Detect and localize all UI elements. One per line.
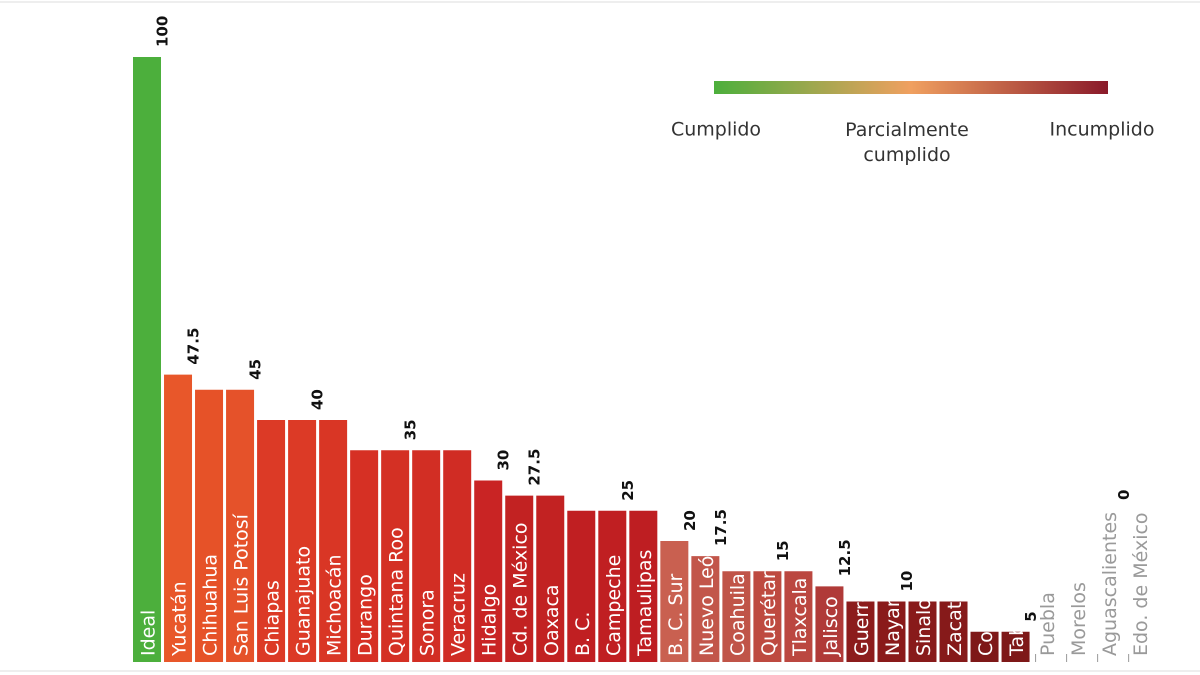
bar <box>133 57 161 662</box>
bar <box>846 601 875 662</box>
bar <box>908 601 937 662</box>
data-label: 10 <box>898 571 916 592</box>
category-label: Colima <box>975 590 997 656</box>
category-label: B. C. <box>572 612 594 656</box>
bar <box>505 495 534 662</box>
category-label: Guanajuato <box>293 546 315 656</box>
category-label: Sonora <box>417 589 439 656</box>
category-label: Nuevo León <box>696 544 718 656</box>
legend-gradient <box>714 81 1108 94</box>
data-label: 20 <box>681 510 699 531</box>
bar <box>629 510 658 662</box>
category-label: Tamaulipas <box>634 550 656 657</box>
bar <box>226 389 255 662</box>
data-label: 25 <box>619 480 637 501</box>
bar <box>722 571 751 662</box>
category-label: Durango <box>355 574 377 656</box>
bar <box>319 420 348 662</box>
data-label: 15 <box>774 540 792 561</box>
bar <box>195 389 224 662</box>
data-label: 100 <box>154 16 172 47</box>
data-label: 0 <box>1115 490 1133 500</box>
bar <box>443 450 472 662</box>
bar <box>164 374 193 662</box>
category-label: Cd. de México <box>510 522 532 656</box>
data-label: 45 <box>247 359 265 380</box>
bar <box>381 450 410 662</box>
bar <box>536 495 565 662</box>
category-label: B. C. Sur <box>665 573 687 656</box>
category-label: Morelos <box>1068 582 1090 656</box>
bar <box>598 510 627 662</box>
data-label: 12.5 <box>836 539 854 576</box>
category-label: Chihuahua <box>200 554 222 656</box>
data-label: 47.5 <box>185 328 203 365</box>
category-label: Coahuila <box>727 573 749 656</box>
category-label: San Luis Potosí <box>231 513 253 656</box>
category-label: Veracruz <box>448 573 470 656</box>
category-label: Sinaloa <box>913 586 935 656</box>
category-label: Tlaxcala <box>789 578 811 657</box>
category-label: Tabasco <box>1006 580 1028 657</box>
data-label: 5 <box>1022 611 1040 621</box>
category-label: Quintana Roo <box>386 527 408 656</box>
data-label: 27.5 <box>526 449 544 486</box>
category-label: Jalisco <box>820 596 842 657</box>
data-label: 17.5 <box>712 509 730 546</box>
category-label: Nayarit <box>882 587 904 656</box>
category-label: Campeche <box>603 555 625 656</box>
category-label: Yucatán <box>169 581 191 657</box>
bar <box>939 601 968 662</box>
category-label: Chiapas <box>262 580 284 656</box>
category-label: Michoacán <box>324 554 346 656</box>
data-label: 35 <box>402 419 420 440</box>
bar <box>567 510 596 662</box>
bar <box>288 420 317 662</box>
bar <box>412 450 441 662</box>
data-label: 40 <box>309 389 327 410</box>
bar <box>970 631 999 662</box>
category-label: Aguascalientes <box>1099 512 1121 656</box>
bar <box>691 556 720 662</box>
bar <box>877 601 906 662</box>
category-label: Oaxaca <box>541 584 563 656</box>
category-label: Guerrero <box>851 572 873 656</box>
bar <box>1001 631 1030 662</box>
bar <box>660 541 689 662</box>
legend-label: Parcialmente cumplido <box>845 119 969 166</box>
bar <box>784 571 813 662</box>
data-label: 30 <box>495 450 513 471</box>
category-label: Querétaro <box>758 560 780 656</box>
category-label: Edo. de México <box>1130 512 1152 656</box>
bar <box>753 571 782 662</box>
category-label: Ideal <box>138 610 160 656</box>
bar <box>815 586 844 662</box>
category-label: Puebla <box>1037 592 1059 656</box>
category-label: Zacatecas <box>944 558 966 656</box>
legend-label: Incumplido <box>1050 119 1155 141</box>
category-label: Hidalgo <box>479 584 501 656</box>
legend-label: Cumplido <box>671 119 761 141</box>
bar <box>474 480 503 662</box>
bar <box>350 450 379 662</box>
bar <box>257 420 286 662</box>
